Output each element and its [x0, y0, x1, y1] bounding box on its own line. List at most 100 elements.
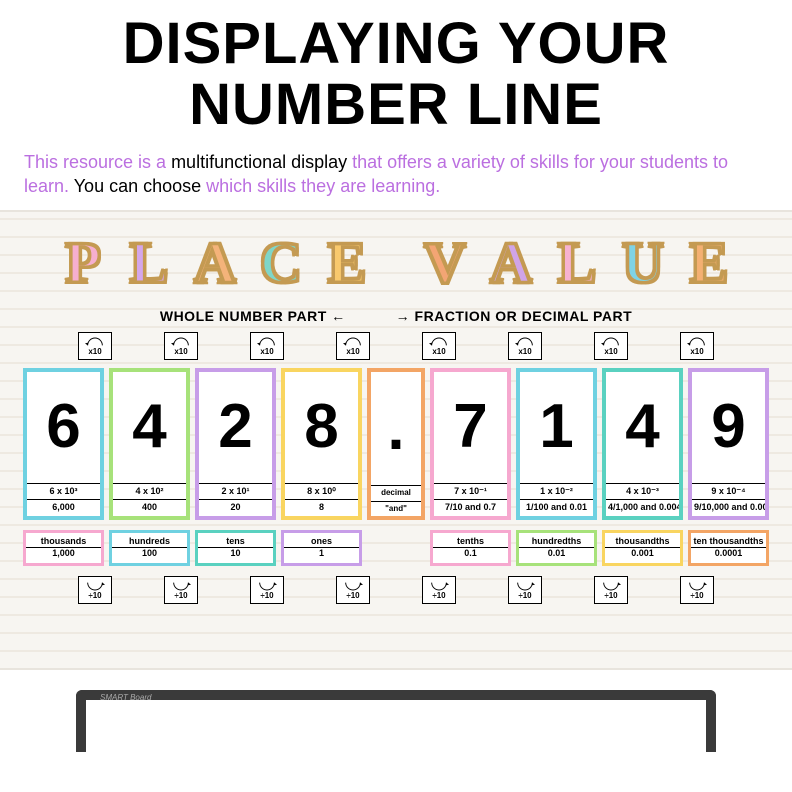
- digit-card: 8 8 x 10⁰ 8: [281, 368, 362, 520]
- card-digit: 8: [285, 372, 358, 482]
- card-expression: 9 x 10⁻⁴: [692, 483, 765, 500]
- place-card: tenths 0.1: [430, 530, 511, 566]
- divide-ten-tile: ÷10: [336, 576, 370, 604]
- decimal-card: . decimal "and": [367, 368, 425, 520]
- times-ten-tile: x10: [594, 332, 628, 360]
- place-card: ones 1: [281, 530, 362, 566]
- pv-letter: E: [316, 222, 378, 302]
- place-card: thousandths 0.001: [602, 530, 683, 566]
- card-value: 9/10,000 and 0.0009: [692, 499, 765, 516]
- card-expression: 7 x 10⁻¹: [434, 483, 507, 500]
- digit-cards: 6 6 x 10³ 6,000 4 4 x 10² 400 2 2 x 10¹ …: [8, 364, 784, 524]
- title-line-1: DISPLAYING YOUR: [123, 11, 670, 76]
- place-value: 0.01: [519, 547, 594, 559]
- card-value: 8: [285, 499, 358, 516]
- pv-letter: V: [414, 222, 476, 302]
- smartboard: [76, 690, 716, 752]
- place-value-banner: PLACEVALUE: [8, 222, 784, 302]
- divide-ten-tile: ÷10: [250, 576, 284, 604]
- card-value: 20: [199, 499, 272, 516]
- digit-card: 6 6 x 10³ 6,000: [23, 368, 104, 520]
- times-ten-row: x10x10x10x10x10x10x10x10: [8, 332, 784, 360]
- divide-ten-tile: ÷10: [164, 576, 198, 604]
- place-name: hundredths: [519, 537, 594, 547]
- place-name: thousandths: [605, 537, 680, 547]
- times-ten-tile: x10: [422, 332, 456, 360]
- card-digit: 1: [520, 372, 593, 482]
- pv-letter: E: [678, 222, 740, 302]
- place-value: 1: [284, 547, 359, 559]
- title-line-2: NUMBER LINE: [189, 72, 603, 137]
- card-expression: 2 x 10¹: [199, 483, 272, 500]
- digit-card: 4 4 x 10⁻³ 4/1,000 and 0.004: [602, 368, 683, 520]
- place-card: tens 10: [195, 530, 276, 566]
- card-digit: 6: [27, 372, 100, 482]
- divide-ten-tile: ÷10: [594, 576, 628, 604]
- digit-card: 2 2 x 10¹ 20: [195, 368, 276, 520]
- card-value: 6,000: [27, 499, 100, 516]
- place-value: 1,000: [26, 547, 101, 559]
- section-labels: WHOLE NUMBER PART ← → FRACTION OR DECIMA…: [8, 308, 784, 324]
- place-card: ten thousandths 0.0001: [688, 530, 769, 566]
- place-name: hundreds: [112, 537, 187, 547]
- digit-card: 7 7 x 10⁻¹ 7/10 and 0.7: [430, 368, 511, 520]
- card-expression: decimal: [371, 485, 421, 501]
- times-ten-tile: x10: [336, 332, 370, 360]
- place-name: ten thousandths: [691, 537, 766, 547]
- subtitle-seg: This resource is a: [24, 152, 171, 172]
- place-name: tenths: [433, 537, 508, 547]
- place-value: 10: [198, 547, 273, 559]
- times-ten-tile: x10: [250, 332, 284, 360]
- card-expression: 8 x 10⁰: [285, 483, 358, 500]
- fraction-decimal-label: → FRACTION OR DECIMAL PART: [396, 308, 632, 324]
- main-title: DISPLAYING YOUR NUMBER LINE: [0, 0, 792, 142]
- place-name: thousands: [26, 537, 101, 547]
- card-digit: .: [371, 372, 421, 484]
- divide-ten-tile: ÷10: [78, 576, 112, 604]
- pv-letter: C: [250, 222, 312, 302]
- smartboard-wrap: [0, 690, 792, 752]
- card-value: 1/100 and 0.01: [520, 499, 593, 516]
- card-digit: 7: [434, 372, 507, 482]
- times-ten-tile: x10: [680, 332, 714, 360]
- card-expression: 4 x 10²: [113, 483, 186, 500]
- place-value: 0.001: [605, 547, 680, 559]
- place-name: ones: [284, 537, 359, 547]
- place-name: tens: [198, 537, 273, 547]
- place-name-row: thousands 1,000hundreds 100tens 10ones 1…: [8, 524, 784, 572]
- pv-letter: A: [480, 222, 542, 302]
- digit-card: 9 9 x 10⁻⁴ 9/10,000 and 0.0009: [688, 368, 769, 520]
- card-expression: 4 x 10⁻³: [606, 483, 679, 500]
- subtitle-seg: which skills they are learning.: [206, 176, 440, 196]
- place-value: 0.1: [433, 547, 508, 559]
- divide-ten-tile: ÷10: [422, 576, 456, 604]
- card-value: 4/1,000 and 0.004: [606, 499, 679, 516]
- board-background: PLACEVALUE WHOLE NUMBER PART ← → FRACTIO…: [0, 210, 792, 670]
- pv-letter: L: [546, 222, 608, 302]
- times-ten-tile: x10: [78, 332, 112, 360]
- card-digit: 4: [113, 372, 186, 482]
- place-card: hundredths 0.01: [516, 530, 597, 566]
- card-value: "and": [371, 501, 421, 517]
- card-expression: 1 x 10⁻²: [520, 483, 593, 500]
- place-card: thousands 1,000: [23, 530, 104, 566]
- pv-letter: P: [52, 222, 114, 302]
- divide-ten-tile: ÷10: [680, 576, 714, 604]
- card-expression: 6 x 10³: [27, 483, 100, 500]
- digit-card: 1 1 x 10⁻² 1/100 and 0.01: [516, 368, 597, 520]
- pv-letter: L: [118, 222, 180, 302]
- card-value: 400: [113, 499, 186, 516]
- subtitle: This resource is a multifunctional displ…: [0, 142, 792, 211]
- place-value: 0.0001: [691, 547, 766, 559]
- divide-ten-tile: ÷10: [508, 576, 542, 604]
- place-card: hundreds 100: [109, 530, 190, 566]
- divide-ten-row: ÷10 ÷10 ÷10 ÷10 ÷10 ÷10 ÷10 ÷10: [8, 576, 784, 604]
- card-digit: 4: [606, 372, 679, 482]
- card-digit: 9: [692, 372, 765, 482]
- place-value: 100: [112, 547, 187, 559]
- pv-letter: U: [612, 222, 674, 302]
- card-digit: 2: [199, 372, 272, 482]
- digit-card: 4 4 x 10² 400: [109, 368, 190, 520]
- pv-letter: A: [184, 222, 246, 302]
- times-ten-tile: x10: [164, 332, 198, 360]
